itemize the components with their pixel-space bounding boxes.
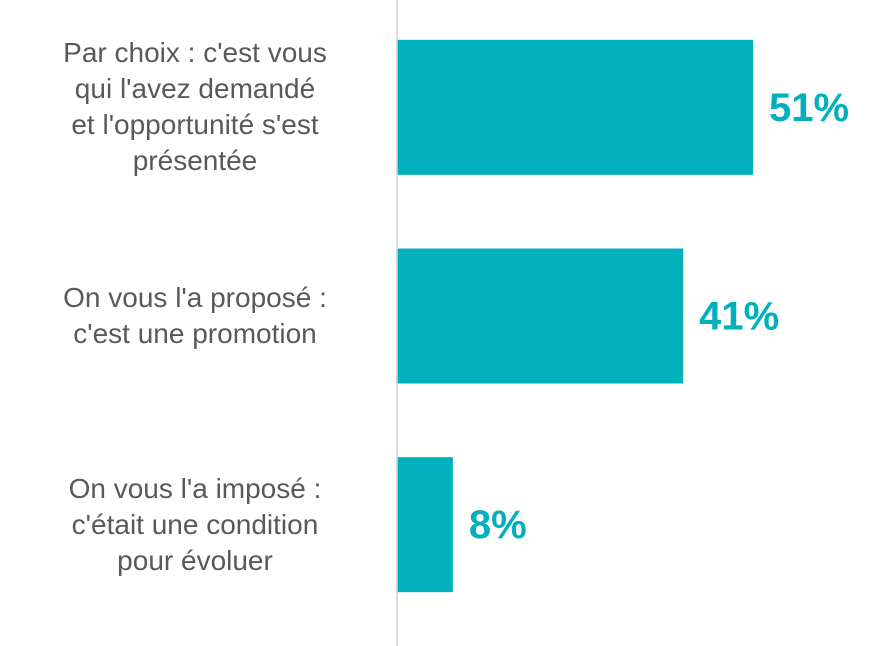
bar [397,457,453,593]
category-label: Par choix : c'est vous qui l'avez demand… [63,37,327,177]
value-label: 41% [699,295,779,339]
bar [397,39,753,175]
bar [397,248,684,384]
value-label: 8% [469,503,527,547]
value-label: 51% [769,86,849,130]
category-label: On vous l'a proposé : c'est une promotio… [63,282,327,349]
category-label: On vous l'a imposé : c'était une conditi… [68,472,322,576]
